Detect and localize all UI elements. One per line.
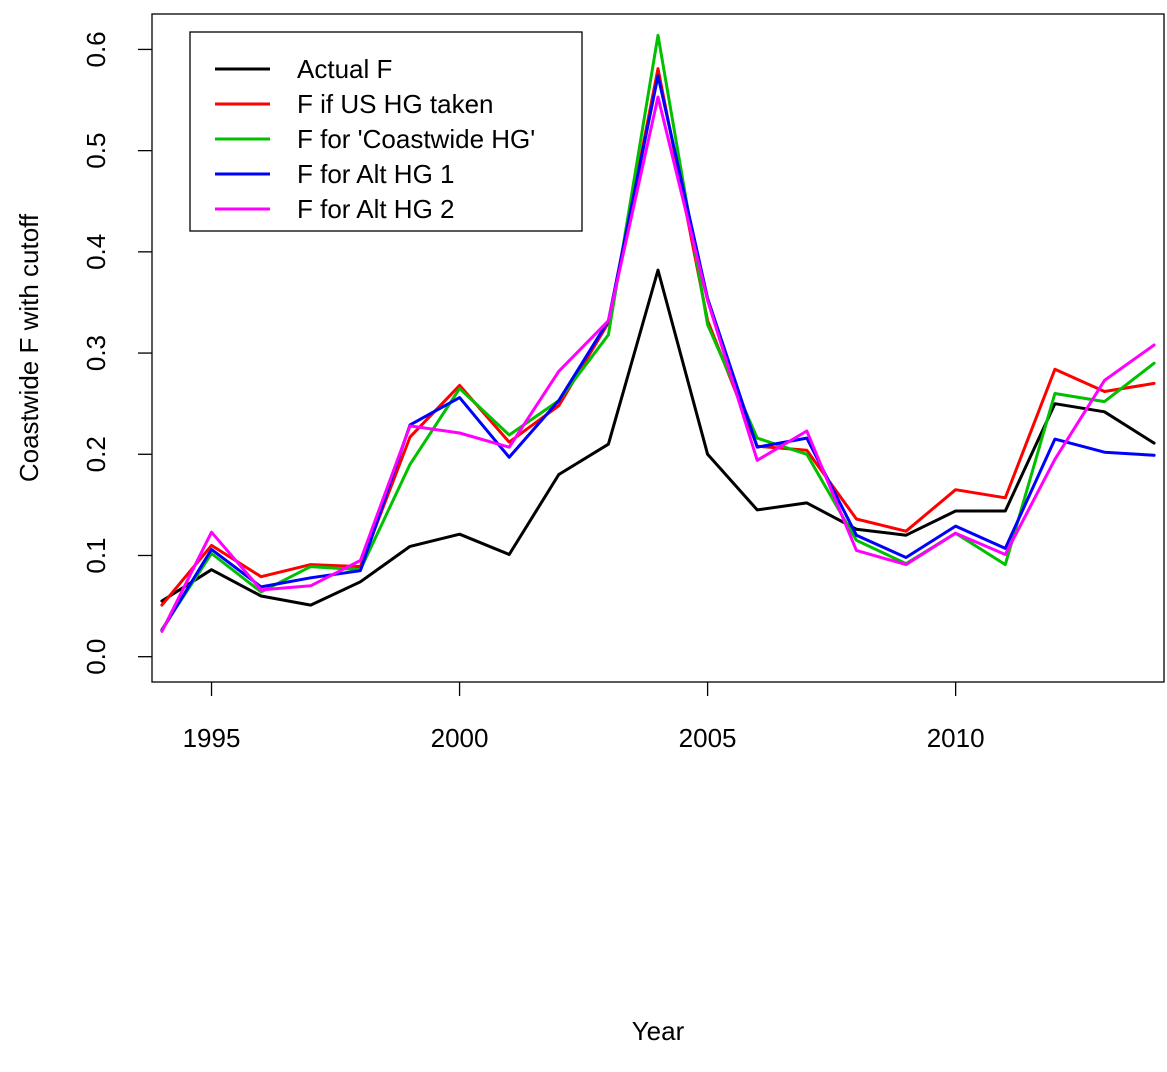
y-tick-label: 0.6 [81,31,111,67]
y-tick-label: 0.5 [81,133,111,169]
y-tick-label: 0.2 [81,436,111,472]
y-tick-label: 0.4 [81,234,111,270]
y-axis: 0.0 0.1 0.2 0.3 0.4 0.5 0.6 [81,31,152,675]
legend: Actual F F if US HG taken F for 'Coastwide… [189,31,583,232]
x-axis-title: Year [632,1016,685,1046]
x-tick-label: 2010 [927,723,985,753]
y-tick-label: 0.1 [81,537,111,573]
legend-label: F for Alt HG 1 [297,159,455,189]
series-line-4 [160,74,1156,632]
y-axis-title: Coastwide F with cutoff [14,213,44,482]
series-line-2 [160,67,1156,607]
legend-label: Actual F [297,54,392,84]
x-tick-label: 1995 [183,723,241,753]
legend-label: F for Alt HG 2 [297,194,455,224]
y-tick-label: 0.3 [81,335,111,371]
plot-frame [151,13,1165,683]
series-line-1 [160,268,1156,607]
series-line-5 [160,95,1156,633]
series-line-3 [160,33,1156,631]
legend-box [189,31,583,232]
x-axis: 1995 2000 2005 2010 [183,682,985,753]
series-layer [160,33,1156,633]
legend-label: F if US HG taken [297,89,494,119]
legend-label: F for 'Coastwide HG' [297,124,535,154]
x-tick-label: 2005 [679,723,737,753]
x-tick-label: 2000 [431,723,489,753]
y-tick-label: 0.0 [81,639,111,675]
